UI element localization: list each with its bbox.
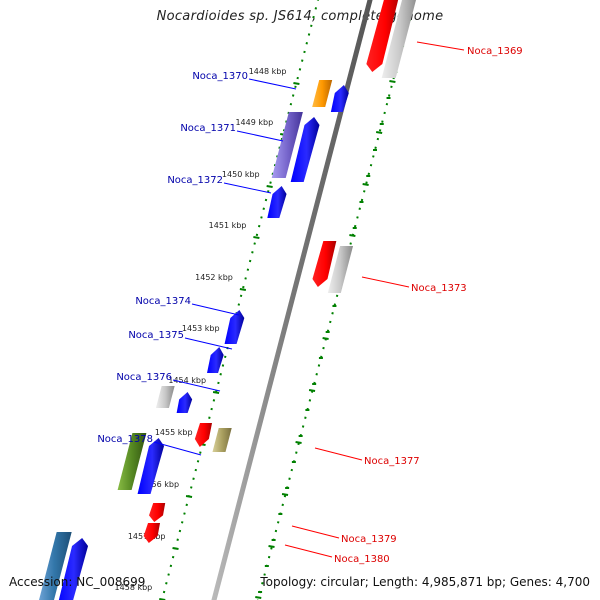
gene-label[interactable]: Noca_1373 <box>411 283 467 294</box>
tick-mark <box>349 234 356 237</box>
gene-noca-1370-arrow <box>330 85 349 112</box>
tick-label: 1449 kbp <box>235 118 273 127</box>
gene-label[interactable]: Noca_1375 <box>128 330 184 341</box>
leader-line <box>291 525 340 539</box>
tick-label: 1454 kbp <box>168 376 206 385</box>
gene-gray-top <box>381 0 417 78</box>
gene-noca-1375 <box>207 347 224 373</box>
gene-noca-1376 <box>155 386 175 408</box>
gene-noca-1371-arrow <box>290 117 320 182</box>
leader-line <box>416 41 465 51</box>
tick-mark <box>255 596 262 599</box>
gene-noca-1373 <box>312 241 337 287</box>
tick-mark <box>295 441 302 444</box>
leader-line <box>314 447 363 461</box>
tick-mark <box>253 236 260 239</box>
gene-label[interactable]: Noca_1372 <box>167 175 223 186</box>
leader-line <box>248 78 297 90</box>
tick-mark <box>212 391 220 394</box>
gene-noca-1377 <box>194 423 213 447</box>
tick-label: 1453 kbp <box>182 324 220 333</box>
leader-line <box>284 544 333 558</box>
gene-noca-1374 <box>224 310 245 344</box>
tick-mark <box>266 185 273 188</box>
tick-label: 1458 kbp <box>115 583 153 592</box>
tick-label: 1448 kbp <box>249 67 287 76</box>
gene-noca-1377b <box>212 428 232 452</box>
map-title: Nocardioides sp. JS614, complete genome <box>156 9 444 24</box>
tick-mark <box>375 131 383 134</box>
tick-mark <box>185 495 193 498</box>
tick-mark <box>362 183 369 186</box>
gene-label[interactable]: Noca_1370 <box>192 71 248 82</box>
tick-label: 1455 kbp <box>155 428 193 437</box>
leader-line <box>172 379 221 392</box>
gene-label[interactable]: Noca_1379 <box>341 534 397 545</box>
tick-mark <box>281 493 289 496</box>
gene-label[interactable]: Noca_1369 <box>467 46 523 57</box>
leader-line <box>236 130 284 142</box>
tick-mark <box>172 547 179 550</box>
leader-line <box>361 276 410 288</box>
gene-noca-1373b <box>327 246 354 293</box>
gene-steel-bottom <box>39 532 72 600</box>
genome-backbone <box>211 0 373 600</box>
tick-mark <box>389 80 396 83</box>
gene-label[interactable]: Noca_1374 <box>135 296 191 307</box>
gene-noca-1371 <box>271 112 303 178</box>
gene-label[interactable]: Noca_1377 <box>364 456 420 467</box>
tick-mark <box>293 82 300 85</box>
gene-noca-1372 <box>267 186 287 218</box>
gene-label[interactable]: Noca_1371 <box>180 123 236 134</box>
leader-line <box>223 182 272 194</box>
gene-blue-bottom <box>58 538 89 600</box>
gene-label[interactable]: Noca_1380 <box>334 554 390 565</box>
tick-mark <box>308 389 316 392</box>
genome-info-label: Topology: circular; Length: 4,985,871 bp… <box>260 575 590 589</box>
tick-label: 1451 kbp <box>209 221 247 230</box>
leader-line <box>153 441 202 456</box>
tick-mark <box>268 545 275 548</box>
tick-label: 1450 kbp <box>222 170 260 179</box>
gene-noca-1370 <box>312 80 333 107</box>
gene-noca-1369 <box>366 0 399 72</box>
accession-label: Accession: NC_008699 <box>9 575 146 589</box>
gene-label[interactable]: Noca_1378 <box>97 434 153 445</box>
guide-line-outer <box>256 0 416 600</box>
gene-noca-1378 <box>117 433 147 490</box>
gene-noca-1376-arrow <box>176 392 193 413</box>
gene-noca-1378-arrow <box>137 438 165 494</box>
tick-label: 1452 kbp <box>195 273 233 282</box>
gene-noca-1380 <box>143 523 161 543</box>
leader-line <box>191 303 240 316</box>
leader-line <box>184 337 233 350</box>
tick-mark <box>239 288 247 291</box>
gene-label[interactable]: Noca_1376 <box>116 372 172 383</box>
tick-mark <box>322 337 329 340</box>
gene-noca-1379 <box>149 503 166 522</box>
tick-label: 1456 kbp <box>141 480 179 489</box>
